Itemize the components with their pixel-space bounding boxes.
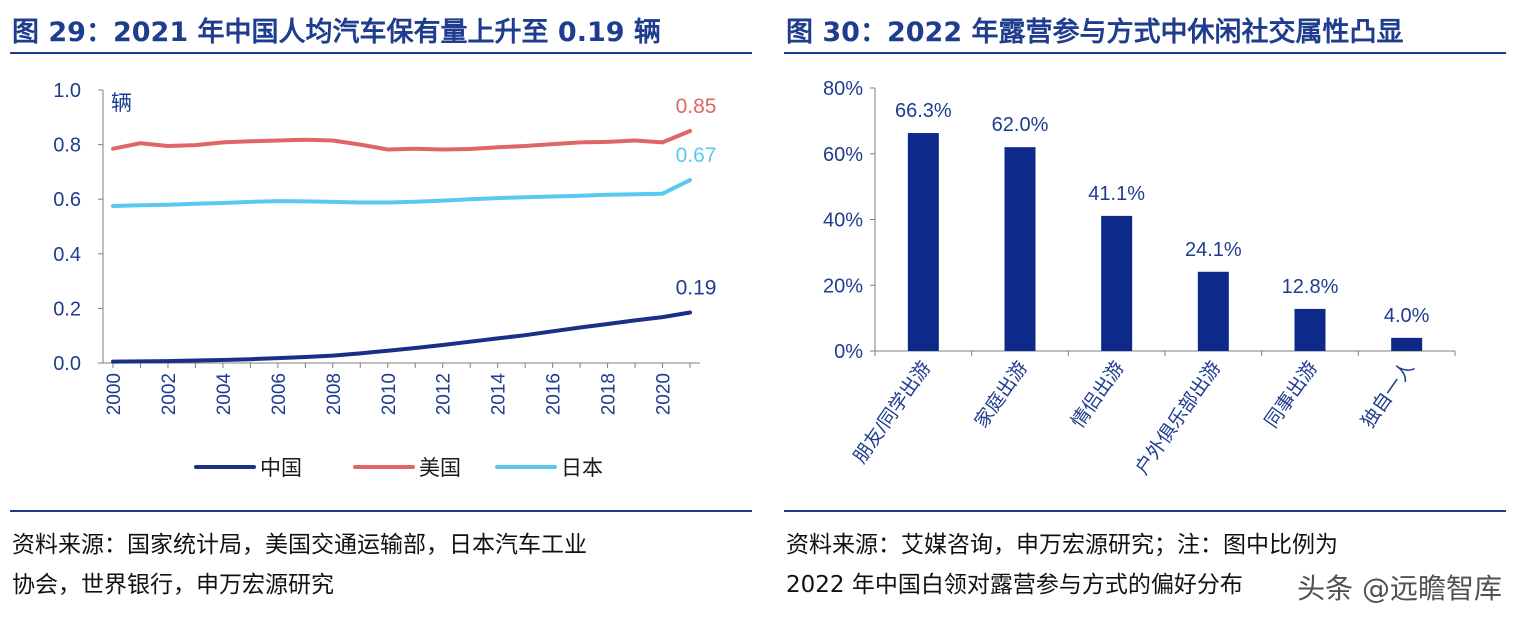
left-figure-panel: 图 29：2021 年中国人均汽车保有量上升至 0.19 辆 0.0 0.2 0.4…: [0, 0, 760, 621]
bar-chart: 0% 20% 40% 60% 80% 66.3% 朋友/同学出游 62.0% 家庭出游 41.1%…: [823, 78, 1456, 479]
right-title-rule: [784, 52, 1506, 54]
bar-y-tick-label: 80%: [823, 78, 863, 100]
line-end-label: 0.19: [676, 276, 717, 299]
right-figure-panel: 图 30：2022 年露营参与方式中休闲社交属性凸显 0% 20% 40% 60% 80…: [780, 0, 1522, 621]
line-chart: 0.0 0.2 0.4 0.6 0.8 1.0 辆 2000 2002 2004 2006 2008 2…: [53, 80, 717, 480]
bar-category-label: 同事出游: [1260, 357, 1322, 432]
line-y-tick-label: 0.0: [53, 353, 81, 375]
line-y-tick-label: 1.0: [53, 80, 81, 102]
line-y-tick-label: 0.8: [53, 135, 81, 157]
bar-value-label: 24.1%: [1185, 239, 1242, 261]
legend-label: 中国: [260, 457, 302, 480]
line-x-tick-label: 2004: [214, 373, 235, 416]
right-source-line-1: 资料来源：艾媒咨询，申万宏源研究；注：图中比例为: [786, 532, 1338, 558]
watermark-text: 头条 @远瞻智库: [1297, 572, 1502, 605]
line-series-美国: [111, 129, 692, 152]
line-x-tick-label: 2012: [434, 373, 455, 415]
line-end-label: 0.67: [676, 144, 717, 167]
left-figure-title: 图 29：2021 年中国人均汽车保有量上升至 0.19 辆: [12, 17, 661, 48]
line-unit-label: 辆: [111, 92, 132, 115]
bar-category-label: 情侣出游: [1067, 357, 1129, 432]
left-title-rule: [10, 52, 752, 54]
bar-朋友/同学出游: [907, 133, 939, 351]
left-source-line-1: 资料来源：国家统计局，美国交通运输部，日本汽车工业: [12, 532, 587, 558]
line-y-tick-label: 0.2: [53, 298, 81, 320]
bar-y-tick-label: 60%: [823, 144, 863, 166]
bar-y-tick-label: 20%: [823, 275, 863, 297]
bar-独自一人: [1391, 337, 1423, 351]
bar-户外俱乐部出游: [1197, 271, 1229, 351]
line-y-tick-label: 0.4: [53, 244, 81, 266]
bar-家庭出游: [1004, 147, 1036, 351]
bar-value-label: 41.1%: [1088, 183, 1145, 205]
bar-情侣出游: [1101, 215, 1133, 351]
bar-同事出游: [1294, 308, 1326, 351]
bar-value-label: 12.8%: [1282, 276, 1339, 298]
line-end-label: 0.85: [676, 95, 717, 118]
line-series-中国: [111, 310, 692, 364]
bar-value-label: 62.0%: [992, 114, 1049, 136]
legend-label: 美国: [419, 457, 461, 480]
bar-category-label: 户外俱乐部出游: [1131, 357, 1225, 479]
line-x-tick-label: 2006: [269, 373, 290, 415]
right-figure-title: 图 30：2022 年露营参与方式中休闲社交属性凸显: [786, 17, 1404, 48]
line-x-tick-label: 2016: [544, 373, 565, 415]
line-x-tick-label: 2018: [599, 373, 620, 415]
bar-y-tick-label: 40%: [823, 210, 863, 232]
line-x-tick-label: 2020: [654, 373, 675, 415]
bar-y-tick-label: 0%: [834, 341, 863, 363]
left-source-line-2: 协会，世界银行，申万宏源研究: [12, 572, 334, 598]
legend-label: 日本: [561, 457, 603, 480]
right-source-rule: [784, 510, 1506, 512]
line-x-tick-label: 2008: [324, 373, 345, 415]
bar-category-label: 家庭出游: [970, 357, 1032, 432]
line-x-tick-label: 2002: [159, 373, 180, 415]
bar-value-label: 4.0%: [1384, 305, 1430, 327]
bar-category-label: 朋友/同学出游: [849, 357, 935, 467]
bar-category-label: 独自一人: [1357, 357, 1419, 432]
left-source-rule: [10, 510, 752, 512]
bar-value-label: 66.3%: [895, 100, 952, 122]
line-x-tick-label: 2014: [489, 373, 510, 416]
line-x-tick-label: 2010: [379, 373, 400, 415]
line-series-日本: [111, 178, 692, 208]
right-source-line-2: 2022 年中国白领对露营参与方式的偏好分布: [786, 572, 1243, 598]
line-y-tick-label: 0.6: [53, 189, 81, 211]
line-x-tick-label: 2000: [104, 373, 125, 415]
